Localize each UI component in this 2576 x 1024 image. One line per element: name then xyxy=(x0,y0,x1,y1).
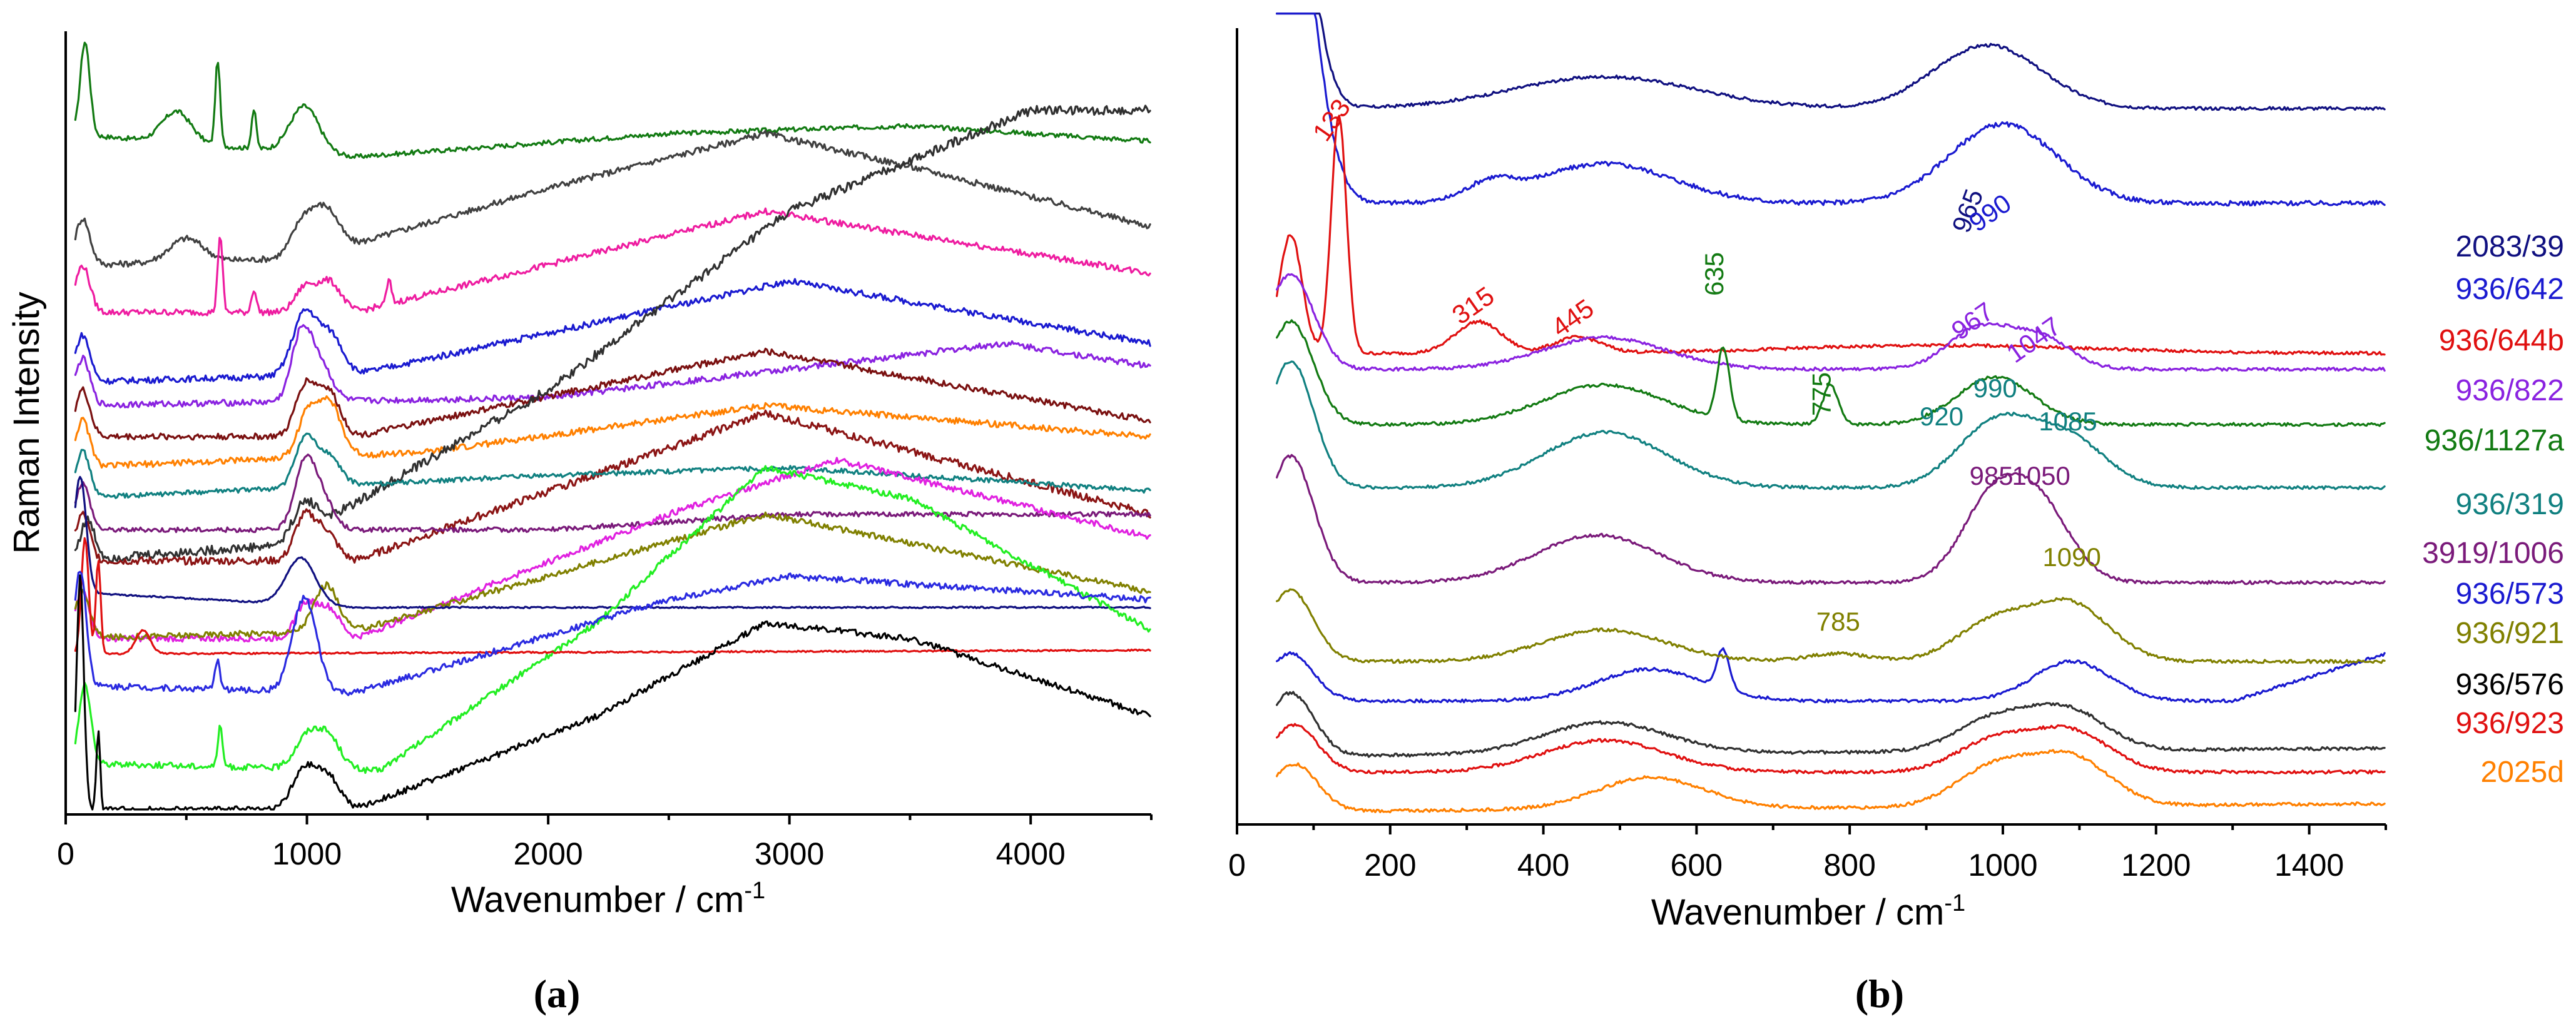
panel-a-series-red xyxy=(74,537,1151,656)
panel-a-series-green xyxy=(74,41,1151,159)
panel-b-x-axis-title: Wavenumber / cm-1 xyxy=(1651,890,1965,933)
panel-a-tick-label: 0 xyxy=(57,836,74,871)
panel-b-ticks: 0 200 400 600 800 1000 1200 1400 xyxy=(1228,824,2387,883)
panel-a-series-darkgray xyxy=(74,104,1151,563)
panel-b-legend-label: 936/642 xyxy=(2455,273,2564,306)
panel-b-series-936-1127a xyxy=(1276,319,2386,427)
panel-b-legend: 2083/39 936/642 936/644b 936/822 936/1127a 93… xyxy=(2422,230,2564,789)
panel-b-tick-label: 800 xyxy=(1823,848,1875,883)
panel-a-series-purple xyxy=(74,454,1151,534)
panel-b-series-936-644b xyxy=(1276,114,2386,356)
panel-b-series-group xyxy=(1276,13,2386,814)
panel-b-peak-label: 985 xyxy=(1970,461,2013,490)
panel-a-tick-label: 3000 xyxy=(755,836,824,871)
panel-b-peak-label: 1050 xyxy=(2012,461,2070,490)
panel-b-legend-label: 936/573 xyxy=(2455,577,2564,611)
panel-a-series-blue xyxy=(74,278,1151,385)
panel-b-caption: (b) xyxy=(1855,971,1904,1016)
panel-a-series-lime xyxy=(74,465,1151,774)
panel-a-series-black xyxy=(74,574,1151,811)
panel-a-series-olive xyxy=(74,511,1151,641)
panel-a-series-blue2 xyxy=(74,570,1151,696)
panel-b-series-936-822 xyxy=(1276,273,2386,372)
panel-b-peak-label: 785 xyxy=(1816,607,1860,636)
panel-b-series-936-319 xyxy=(1276,360,2386,490)
panel-b-peak-label: 920 xyxy=(1920,402,1963,431)
panel-b-legend-label: 936/319 xyxy=(2455,488,2564,521)
panel-a-series-pink xyxy=(74,207,1151,317)
panel-b-x-axis-title-text: Wavenumber / cm xyxy=(1651,892,1944,933)
panel-a-tick-label: 2000 xyxy=(513,836,583,871)
panel-b-peak-label: 775 xyxy=(1807,372,1836,416)
panel-b-legend-label: 936/1127a xyxy=(2425,424,2565,457)
panel-b-tick-label: 400 xyxy=(1517,848,1569,883)
panel-a-tick-label: 1000 xyxy=(272,836,342,871)
panel-a-series-gray xyxy=(74,129,1151,268)
panel-b-legend-label: 3919/1006 xyxy=(2422,537,2564,570)
panel-b-x-axis-title-sup: -1 xyxy=(1944,890,1965,916)
panel-b-peak-label: 635 xyxy=(1699,252,1729,296)
panel-a-series-maroon xyxy=(74,347,1151,441)
panel-b-legend-label: 2025d xyxy=(2481,756,2564,789)
panel-a-series-magenta xyxy=(74,457,1151,643)
panel-b-series-2025d xyxy=(1276,749,2386,814)
panel-a-ticks: 0 1000 2000 3000 4000 xyxy=(57,814,1153,871)
panel-b-peak-label: 1090 xyxy=(2042,542,2100,572)
panel-b-tick-label: 0 xyxy=(1228,848,1246,883)
panel-b-series-3919-1006 xyxy=(1276,454,2386,586)
panel-a-caption: (a) xyxy=(534,971,581,1016)
panel-b-legend-label: 936/644b xyxy=(2439,324,2564,357)
panel-b-legend-label: 936/576 xyxy=(2455,668,2564,701)
panel-b-peak-label: 1085 xyxy=(2039,407,2097,436)
panel-b-tick-label: 600 xyxy=(1671,848,1723,883)
panel-b-peak-label: 990 xyxy=(1973,373,2017,403)
panel-a-series-darkred xyxy=(74,409,1151,566)
panel-a: 0 1000 2000 3000 4000 Raman Intensity Wavenu… xyxy=(6,31,1153,1016)
panel-b-legend-label: 936/921 xyxy=(2455,617,2564,650)
panel-a-x-axis-title-text: Wavenumber / cm xyxy=(451,880,744,920)
panel-a-series-teal xyxy=(74,432,1151,499)
panel-b-legend-label: 936/923 xyxy=(2455,707,2564,740)
panel-b-series-936-921 xyxy=(1276,588,2386,664)
panel-b-series-2083-39 xyxy=(1276,13,2386,111)
panel-b-series-936-923 xyxy=(1276,722,2386,775)
panel-a-tick-label: 4000 xyxy=(996,836,1066,871)
panel-a-series-group xyxy=(74,41,1151,811)
panel-b-series-936-642 xyxy=(1276,13,2386,207)
panel-b-legend-label: 936/822 xyxy=(2455,374,2564,407)
panel-b-tick-label: 200 xyxy=(1364,848,1416,883)
panel-a-series-orange xyxy=(74,395,1151,469)
panel-b-legend-label: 2083/39 xyxy=(2455,230,2564,263)
panel-b-series-936-576 xyxy=(1276,691,2386,758)
panel-b-tick-label: 1200 xyxy=(2121,848,2191,883)
panel-b-tick-label: 1400 xyxy=(2274,848,2344,883)
panel-a-x-axis-title-sup: -1 xyxy=(744,878,765,904)
panel-a-series-violet xyxy=(74,324,1151,408)
panel-a-x-axis-title: Wavenumber / cm-1 xyxy=(451,878,765,920)
panel-b-series-936-573 xyxy=(1276,647,2386,704)
panel-a-y-axis-title: Raman Intensity xyxy=(6,291,47,554)
panel-b-tick-label: 1000 xyxy=(1968,848,2037,883)
